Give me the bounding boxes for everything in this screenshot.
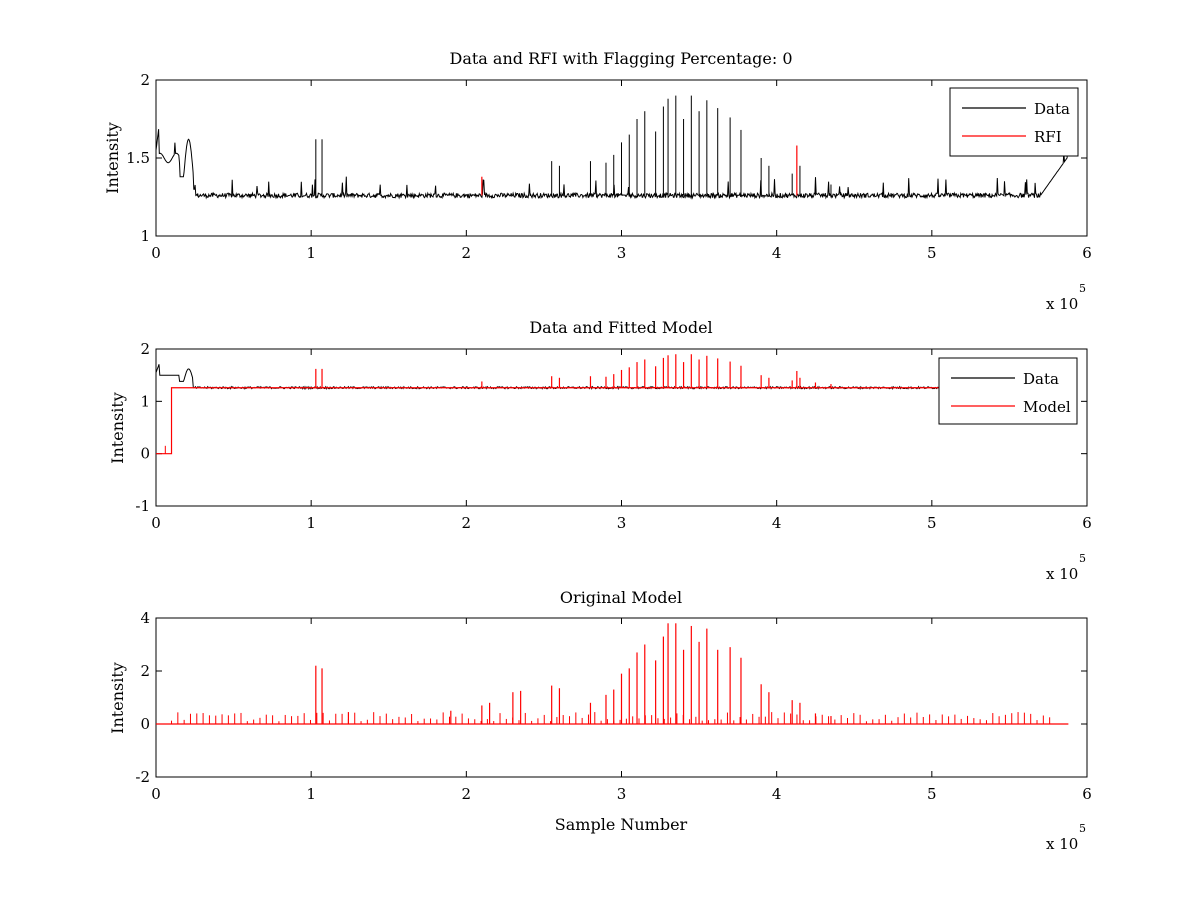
y-tick-label: 0 [140, 445, 150, 463]
panel-rfi: Data and RFI with Flagging Percentage: 0… [103, 49, 1092, 313]
x-tick-label: 6 [1082, 244, 1092, 262]
x-multiplier-exponent: 5 [1079, 282, 1086, 295]
x-tick-label: 1 [306, 785, 316, 803]
x-multiplier: x 10 5 [1046, 552, 1086, 583]
x-multiplier-base: x 10 [1046, 835, 1078, 853]
panel-original-model: Original Model Intensity Sample Number x… [108, 588, 1092, 853]
y-tick-label: -1 [135, 497, 150, 515]
chart-title: Original Model [560, 588, 682, 607]
x-tick-label: 0 [151, 785, 161, 803]
series-line-data [156, 364, 1069, 391]
y-axis-label: Intensity [108, 392, 127, 464]
plot-area [156, 623, 1069, 725]
chart-title: Data and Fitted Model [529, 318, 712, 337]
y-tick-label: 2 [140, 662, 150, 680]
plot-area [156, 354, 1069, 455]
legend-label: Data [1034, 100, 1070, 118]
x-axis-label: Sample Number [555, 815, 688, 834]
y-tick-label: 2 [140, 340, 150, 358]
series-line-model [156, 387, 1069, 455]
y-tick-label: 1.5 [126, 149, 150, 167]
x-tick-label: 6 [1082, 785, 1092, 803]
x-multiplier-exponent: 5 [1079, 552, 1086, 565]
y-tick-label: 1 [140, 392, 150, 410]
plot-area [156, 95, 1069, 200]
y-axis-label: Intensity [108, 662, 127, 734]
y-tick-label: 1 [140, 227, 150, 245]
x-tick-label: 0 [151, 244, 161, 262]
x-tick-label: 5 [927, 514, 937, 532]
x-multiplier: x 10 5 [1046, 822, 1086, 853]
x-multiplier-exponent: 5 [1079, 822, 1086, 835]
x-tick-label: 5 [927, 785, 937, 803]
y-axis-label: Intensity [103, 122, 122, 194]
x-tick-label: 4 [772, 785, 782, 803]
x-tick-label: 0 [151, 514, 161, 532]
x-multiplier: x 10 5 [1046, 282, 1086, 313]
panel-fitted-model: Data and Fitted Model Intensity x 10 5 0… [108, 318, 1092, 583]
y-tick-label: 2 [140, 71, 150, 89]
x-tick-label: 5 [927, 244, 937, 262]
legend: Data RFI [949, 87, 1079, 157]
y-tick-label: -2 [135, 768, 150, 786]
y-tick-label: 4 [140, 609, 150, 627]
x-tick-label: 3 [617, 785, 627, 803]
x-tick-label: 4 [772, 244, 782, 262]
x-tick-label: 2 [462, 514, 472, 532]
x-multiplier-base: x 10 [1046, 295, 1078, 313]
legend-box [949, 87, 1079, 157]
y-tick-label: 0 [140, 715, 150, 733]
series-line-data [156, 129, 1069, 200]
x-tick-label: 6 [1082, 514, 1092, 532]
legend: Data Model [938, 357, 1078, 425]
x-tick-label: 4 [772, 514, 782, 532]
x-tick-label: 3 [617, 244, 627, 262]
legend-label: Model [1023, 398, 1071, 416]
x-tick-label: 1 [306, 244, 316, 262]
x-multiplier-base: x 10 [1046, 565, 1078, 583]
x-tick-label: 2 [462, 244, 472, 262]
legend-box [938, 357, 1078, 425]
legend-label: RFI [1034, 128, 1062, 146]
chart-title: Data and RFI with Flagging Percentage: 0 [449, 49, 792, 68]
x-tick-label: 1 [306, 514, 316, 532]
legend-label: Data [1023, 370, 1059, 388]
x-tick-label: 2 [462, 785, 472, 803]
x-tick-label: 3 [617, 514, 627, 532]
